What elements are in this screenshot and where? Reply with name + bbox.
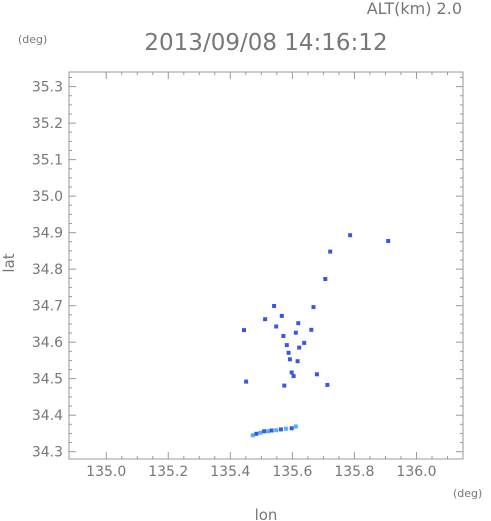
y-unit-label: (deg) xyxy=(18,33,47,46)
x-axis-label: lon xyxy=(255,506,278,521)
echo-point xyxy=(263,317,268,322)
x-tick-label: 135.0 xyxy=(86,464,126,480)
axis-ticks: 135.0 135.2 135.4 135.6 135.8 136.0 34.3 34.4 34… xyxy=(32,72,463,480)
altitude-label: ALT(km) 2.0 xyxy=(367,0,462,18)
echo-point xyxy=(265,429,270,434)
y-tick-label: 34.6 xyxy=(32,335,63,351)
echo-point xyxy=(311,305,316,310)
y-axis-label: lat xyxy=(0,253,18,272)
echo-point xyxy=(242,328,246,333)
y-tick-label: 34.5 xyxy=(32,372,63,388)
echo-point xyxy=(283,426,288,431)
echo-point xyxy=(244,379,249,384)
y-tick-label: 35.0 xyxy=(32,189,63,205)
y-tick-label: 34.7 xyxy=(32,299,63,315)
y-tick-label: 34.4 xyxy=(32,408,63,424)
x-tick-label: 135.4 xyxy=(210,464,250,480)
x-tick-label: 135.6 xyxy=(272,464,312,480)
echo-point xyxy=(278,427,283,432)
y-tick-label: 34.8 xyxy=(32,262,63,278)
echo-point xyxy=(269,428,274,433)
echo-point xyxy=(323,277,328,281)
echo-point xyxy=(296,321,301,326)
echo-point xyxy=(254,431,259,436)
echo-point xyxy=(293,330,298,335)
echo-point xyxy=(291,374,296,379)
echo-point xyxy=(325,382,330,387)
echo-point xyxy=(297,345,302,350)
chart-title: 2013/09/08 14:16:12 xyxy=(144,30,387,56)
echo-point xyxy=(314,372,319,377)
echo-point xyxy=(282,383,287,388)
y-tick-label: 34.3 xyxy=(32,445,63,461)
echo-point xyxy=(279,313,284,318)
x-tick-label: 136.0 xyxy=(396,464,436,480)
echo-point xyxy=(250,433,255,438)
echo-point xyxy=(386,239,391,243)
y-tick-label: 35.1 xyxy=(32,153,63,169)
plot-frame xyxy=(68,71,464,460)
echo-point xyxy=(274,428,279,433)
y-tick-label: 34.9 xyxy=(32,226,63,242)
echo-point xyxy=(262,429,267,434)
echo-point xyxy=(328,249,333,254)
echo-point xyxy=(295,359,300,364)
x-tick-label: 135.2 xyxy=(148,464,188,480)
echo-points xyxy=(242,233,391,438)
echo-point xyxy=(272,304,277,308)
echo-point xyxy=(348,233,353,238)
echo-point xyxy=(284,343,289,348)
echo-point xyxy=(286,350,291,355)
echo-point xyxy=(287,357,292,362)
y-tick-label: 35.2 xyxy=(32,116,63,132)
echo-point xyxy=(289,426,294,431)
x-unit-label: (deg) xyxy=(453,487,482,500)
echo-point xyxy=(302,340,307,345)
echo-point xyxy=(281,334,286,338)
echo-point xyxy=(289,370,294,375)
y-tick-label: 35.3 xyxy=(32,80,63,96)
echo-point xyxy=(309,327,314,332)
echo-point xyxy=(293,424,298,429)
echo-point xyxy=(274,324,279,329)
echo-point xyxy=(258,430,263,435)
x-tick-label: 135.8 xyxy=(334,464,374,480)
